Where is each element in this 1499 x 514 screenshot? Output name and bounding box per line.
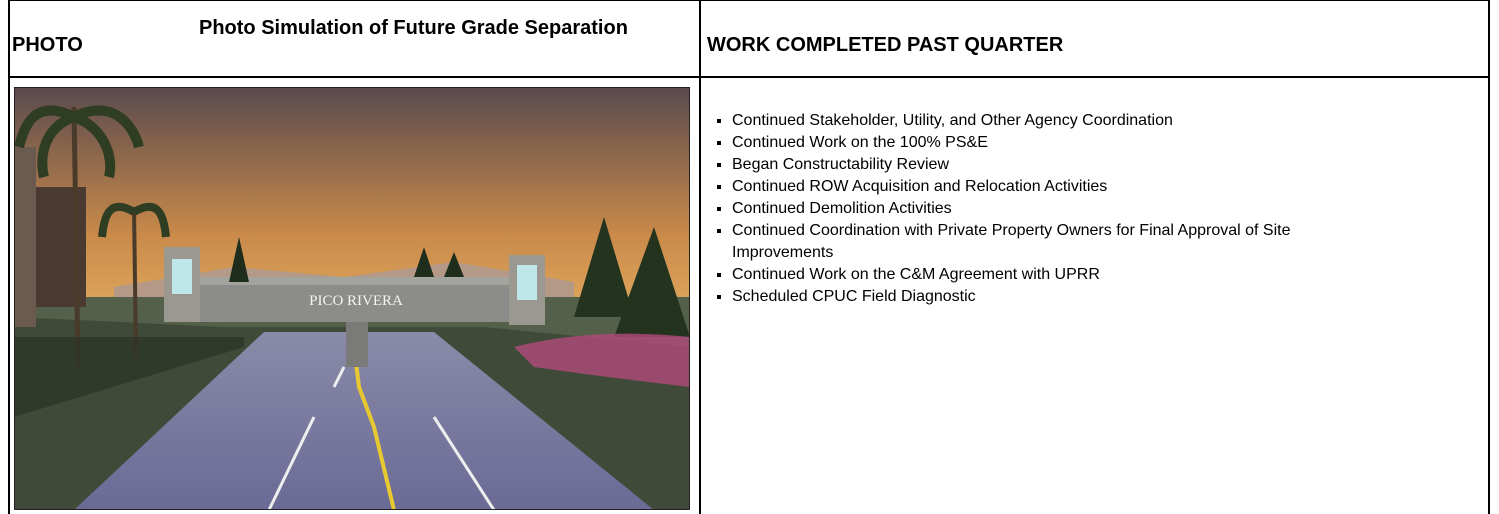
work-item: Scheduled CPUC Field Diagnostic (732, 286, 1292, 308)
photo-label: PHOTO (12, 34, 83, 56)
photo-caption: Photo Simulation of Future Grade Separat… (199, 17, 628, 39)
work-item: Began Constructability Review (732, 154, 1292, 176)
work-item: Continued Stakeholder, Utility, and Othe… (732, 110, 1292, 132)
work-item: Continued Coordination with Private Prop… (732, 220, 1292, 264)
work-item: Continued Demolition Activities (732, 198, 1292, 220)
sign-text: PICO RIVERA (309, 293, 403, 309)
photo: PICO RIVERA (14, 87, 690, 510)
work-item: Continued Work on the C&M Agreement with… (732, 264, 1292, 286)
work-item: Continued Work on the 100% PS&E (732, 132, 1292, 154)
work-item: Continued ROW Acquisition and Relocation… (732, 176, 1292, 198)
work-title: WORK COMPLETED PAST QUARTER (707, 34, 1064, 56)
column-divider (699, 1, 701, 514)
row-divider (10, 76, 1488, 78)
table: PHOTO Photo Simulation of Future Grade S… (8, 0, 1490, 514)
work-list: Continued Stakeholder, Utility, and Othe… (718, 110, 1292, 308)
